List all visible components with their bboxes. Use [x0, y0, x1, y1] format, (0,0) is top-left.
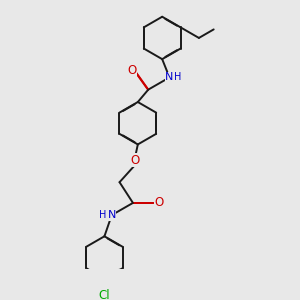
- Text: O: O: [131, 154, 140, 167]
- Text: H: H: [174, 72, 182, 82]
- Text: Cl: Cl: [99, 289, 110, 300]
- Text: O: O: [127, 64, 136, 76]
- Text: N: N: [165, 72, 174, 82]
- Text: N: N: [108, 210, 116, 220]
- Text: H: H: [99, 210, 106, 220]
- Text: O: O: [154, 196, 164, 209]
